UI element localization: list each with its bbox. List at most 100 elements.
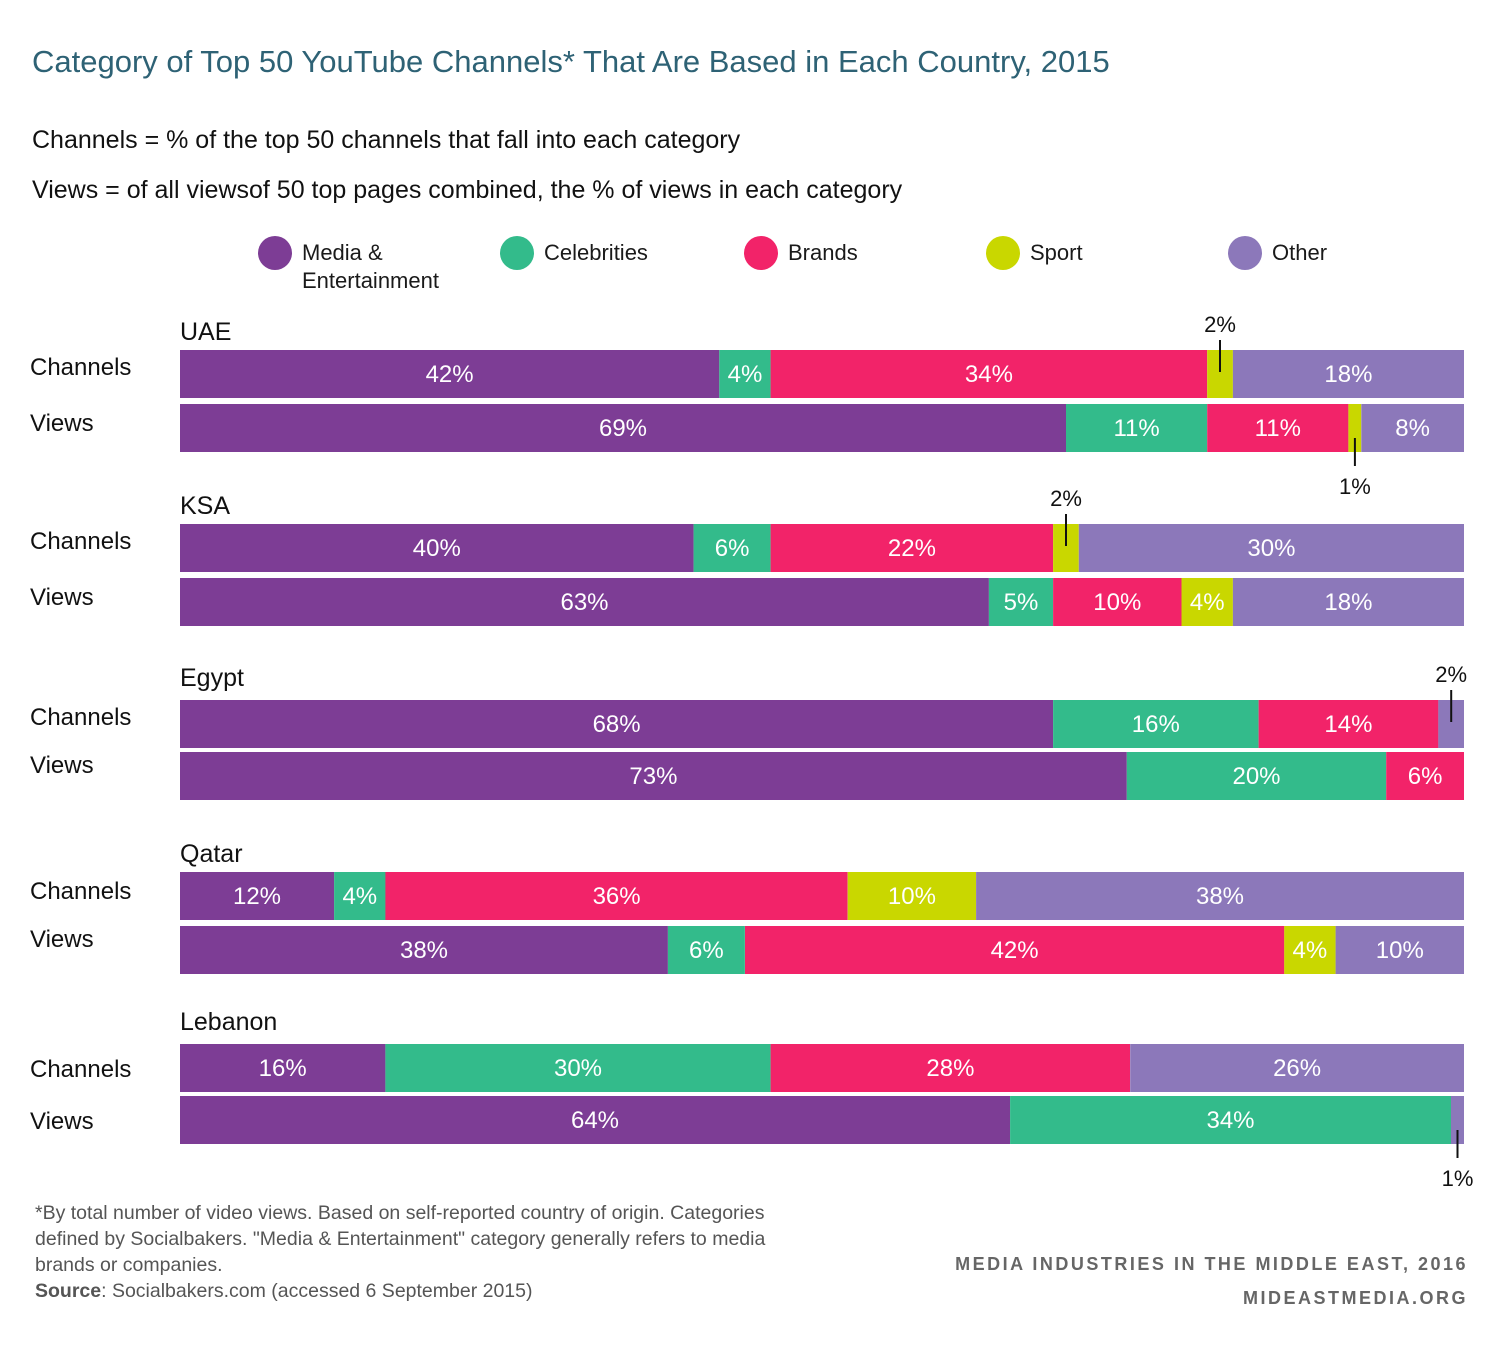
bar-value-label: 12% [233, 883, 281, 910]
bar-value-label: 64% [571, 1107, 619, 1134]
bar-segment-other [1232, 578, 1464, 626]
bar-segment-celebrities [667, 926, 745, 974]
bar-segment-media [180, 872, 335, 920]
bar-value-label: 10% [1093, 589, 1141, 616]
bar-segment-other [1078, 524, 1464, 572]
bar-segment-other [1335, 926, 1464, 974]
bar-value-label: 34% [1206, 1107, 1254, 1134]
bar-value-label: 6% [715, 535, 750, 562]
bar-segment-sport [1348, 404, 1362, 452]
bar-value-label: 18% [1324, 589, 1372, 616]
bar-value-label: 20% [1232, 763, 1280, 790]
legend-swatch [986, 236, 1020, 270]
bar-value-label: 22% [888, 535, 936, 562]
views-definition: Views = of all viewsof 50 top pages comb… [32, 176, 903, 204]
bar-value-label: 38% [400, 937, 448, 964]
bar-value-label: 4% [1293, 937, 1328, 964]
bar-segment-sport [847, 872, 977, 920]
footnote-text: *By total number of video views. Based o… [35, 1202, 766, 1276]
bar-value-label: 42% [426, 361, 474, 388]
bar-segment-media [180, 700, 1054, 748]
bar-value-label: 14% [1324, 711, 1372, 738]
legend-swatch [744, 236, 778, 270]
country-label-qatar: Qatar [180, 840, 243, 868]
bar-segment-media [180, 1044, 386, 1092]
bar-value-label: 16% [259, 1055, 307, 1082]
bar-segment-sport [1181, 578, 1233, 626]
legend-label: Sport [1030, 240, 1083, 265]
bar-value-label: 36% [593, 883, 641, 910]
bar-value-label: 63% [560, 589, 608, 616]
bar-segment-other [1451, 1096, 1464, 1144]
row-label-channels: Channels [30, 528, 132, 555]
row-label-views: Views [30, 926, 94, 953]
bar-value-label: 42% [991, 937, 1039, 964]
bar-segment-brands [770, 1044, 1131, 1092]
bar-value-label: 1% [1442, 1166, 1474, 1191]
bar-segment-media [180, 404, 1066, 452]
bar-value-label: 18% [1324, 361, 1372, 388]
bar-segment-brands [1386, 752, 1464, 800]
legend-label: Other [1272, 240, 1328, 265]
website-credit: MIDEASTMEDIA.ORG [1242, 1288, 1468, 1308]
country-label-ksa: KSA [180, 492, 231, 520]
bar-value-label: 8% [1395, 415, 1430, 442]
bar-segment-other [1232, 350, 1464, 398]
legend-item-media: Media & Entertainment [258, 236, 502, 295]
bar-segment-celebrities [1126, 752, 1387, 800]
legend-item-brands: Brands [744, 236, 858, 270]
bar-segment-brands [385, 872, 848, 920]
legend-swatch [500, 236, 534, 270]
bar-value-label: 6% [1408, 763, 1443, 790]
bar-segment-other [1130, 1044, 1464, 1092]
bar-value-label: 10% [1376, 937, 1424, 964]
bar-segment-media [180, 350, 720, 398]
bar-segment-celebrities [1010, 1096, 1452, 1144]
source-text: : Socialbakers.com (accessed 6 September… [101, 1280, 533, 1302]
bar-segment-media [180, 752, 1127, 800]
country-label-uae: UAE [180, 318, 232, 346]
chart-title: Category of Top 50 YouTube Channels* Tha… [32, 44, 1110, 79]
bar-value-label: 2% [1050, 486, 1082, 511]
country-label-egypt: Egypt [180, 664, 244, 692]
bar-value-label: 34% [965, 361, 1013, 388]
bar-value-label: 2% [1435, 662, 1467, 687]
bar-value-label: 26% [1273, 1055, 1321, 1082]
bar-segment-brands [745, 926, 1285, 974]
row-label-channels: Channels [30, 1056, 132, 1083]
bar-segment-media [180, 524, 694, 572]
source-label: Source [35, 1280, 102, 1302]
bar-segment-brands [1258, 700, 1439, 748]
bar-segment-other [1361, 404, 1464, 452]
legend-label: Media & Entertainment [302, 240, 439, 293]
bar-value-label: 11% [1255, 415, 1301, 442]
bar-segment-celebrities [1053, 700, 1259, 748]
bar-segment-celebrities [385, 1044, 771, 1092]
legend-item-celebrities: Celebrities [500, 236, 648, 270]
bar-value-label: 2% [1204, 312, 1236, 337]
bar-value-label: 40% [413, 535, 461, 562]
legend-label: Celebrities [544, 240, 648, 265]
legend-label: Brands [788, 240, 858, 265]
row-label-views: Views [30, 584, 94, 611]
bar-segment-media [180, 578, 989, 626]
bar-value-label: 68% [593, 711, 641, 738]
bar-value-label: 1% [1339, 474, 1371, 499]
legend-swatch [1228, 236, 1262, 270]
row-label-channels: Channels [30, 704, 132, 731]
bar-value-label: 4% [728, 361, 763, 388]
bar-segment-celebrities [719, 350, 771, 398]
bar-value-label: 30% [1247, 535, 1295, 562]
bar-segment-celebrities [334, 872, 386, 920]
bar-segment-media [180, 926, 668, 974]
bar-value-label: 73% [629, 763, 677, 790]
bar-segment-celebrities [1066, 404, 1208, 452]
row-label-views: Views [30, 752, 94, 779]
bar-segment-brands [770, 524, 1054, 572]
row-label-channels: Channels [30, 878, 132, 905]
row-label-views: Views [30, 1108, 94, 1135]
row-label-views: Views [30, 410, 94, 437]
bar-segment-brands [770, 350, 1208, 398]
bar-value-label: 69% [599, 415, 647, 442]
